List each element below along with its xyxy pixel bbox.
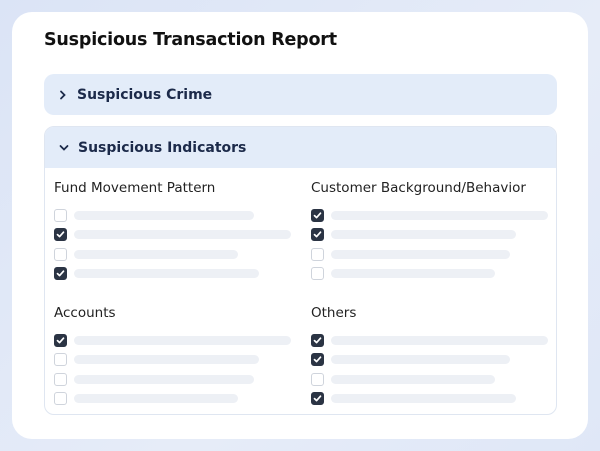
checkbox-row[interactable] [311,228,551,242]
checkbox[interactable] [311,209,324,222]
placeholder-bar [331,269,495,278]
placeholder-bar [74,250,238,259]
checkbox-row[interactable] [311,209,551,223]
group-accounts: Accounts [54,305,294,405]
group-label: Customer Background/Behavior [311,180,526,196]
group-label: Fund Movement Pattern [54,180,216,196]
checkmark-icon [56,270,65,277]
checkbox[interactable] [311,334,324,347]
checkmark-icon [313,356,322,363]
accordion-title: Suspicious Indicators [78,139,247,156]
checkbox[interactable] [54,248,67,261]
checkbox[interactable] [311,228,324,241]
checkbox-row[interactable] [311,248,551,262]
group-others: Others [311,305,551,405]
group-fund-movement-pattern: Fund Movement Pattern [54,180,294,280]
checkbox-row[interactable] [54,392,294,406]
checkbox[interactable] [54,334,67,347]
report-card: Suspicious Transaction Report Suspicious… [12,12,588,439]
checkmark-icon [313,337,322,344]
checkbox[interactable] [311,373,324,386]
checkbox-row[interactable] [54,334,294,348]
checkbox-row[interactable] [54,373,294,387]
checkbox-row[interactable] [54,228,294,242]
checkmark-icon [56,337,65,344]
checkbox-row[interactable] [54,267,294,281]
checkbox-row[interactable] [54,209,294,223]
placeholder-bar [331,211,548,220]
placeholder-bar [74,336,291,345]
checkbox[interactable] [54,228,67,241]
accordion-header-suspicious-crime[interactable]: Suspicious Crime [44,74,557,115]
checkbox-row[interactable] [311,267,551,281]
chevron-down-icon [59,144,69,151]
accordion-suspicious-indicators: Suspicious Indicators Fund Movement Patt… [44,126,557,415]
placeholder-bar [74,269,259,278]
checkbox[interactable] [311,267,324,280]
placeholder-bar [74,230,291,239]
checkbox[interactable] [54,373,67,386]
placeholder-bar [74,211,254,220]
placeholder-bar [331,250,510,259]
placeholder-bar [74,375,254,384]
page-title: Suspicious Transaction Report [44,30,337,50]
placeholder-bar [331,355,510,364]
group-label: Others [311,305,357,321]
placeholder-bar [331,336,548,345]
checkbox-row[interactable] [311,353,551,367]
checkbox[interactable] [311,353,324,366]
placeholder-bar [331,375,495,384]
checkbox[interactable] [54,353,67,366]
placeholder-bar [74,355,259,364]
placeholder-bar [331,230,516,239]
checkmark-icon [313,231,322,238]
group-customer-background-behavior: Customer Background/Behavior [311,180,551,280]
checkbox-row[interactable] [311,392,551,406]
checkbox[interactable] [54,267,67,280]
accordion-header-suspicious-indicators[interactable]: Suspicious Indicators [45,127,556,168]
accordion-title: Suspicious Crime [77,86,213,103]
checkmark-icon [56,231,65,238]
placeholder-bar [74,394,238,403]
checkbox[interactable] [54,209,67,222]
checkbox[interactable] [54,392,67,405]
checkmark-icon [313,212,322,219]
checkbox-row[interactable] [311,373,551,387]
checkbox-row[interactable] [311,334,551,348]
chevron-right-icon [60,90,66,99]
checkbox-row[interactable] [54,353,294,367]
accordion-suspicious-crime: Suspicious Crime [44,74,557,115]
checkbox[interactable] [311,392,324,405]
placeholder-bar [331,394,516,403]
checkmark-icon [313,395,322,402]
checkbox[interactable] [311,248,324,261]
checkbox-row[interactable] [54,248,294,262]
group-label: Accounts [54,305,116,321]
